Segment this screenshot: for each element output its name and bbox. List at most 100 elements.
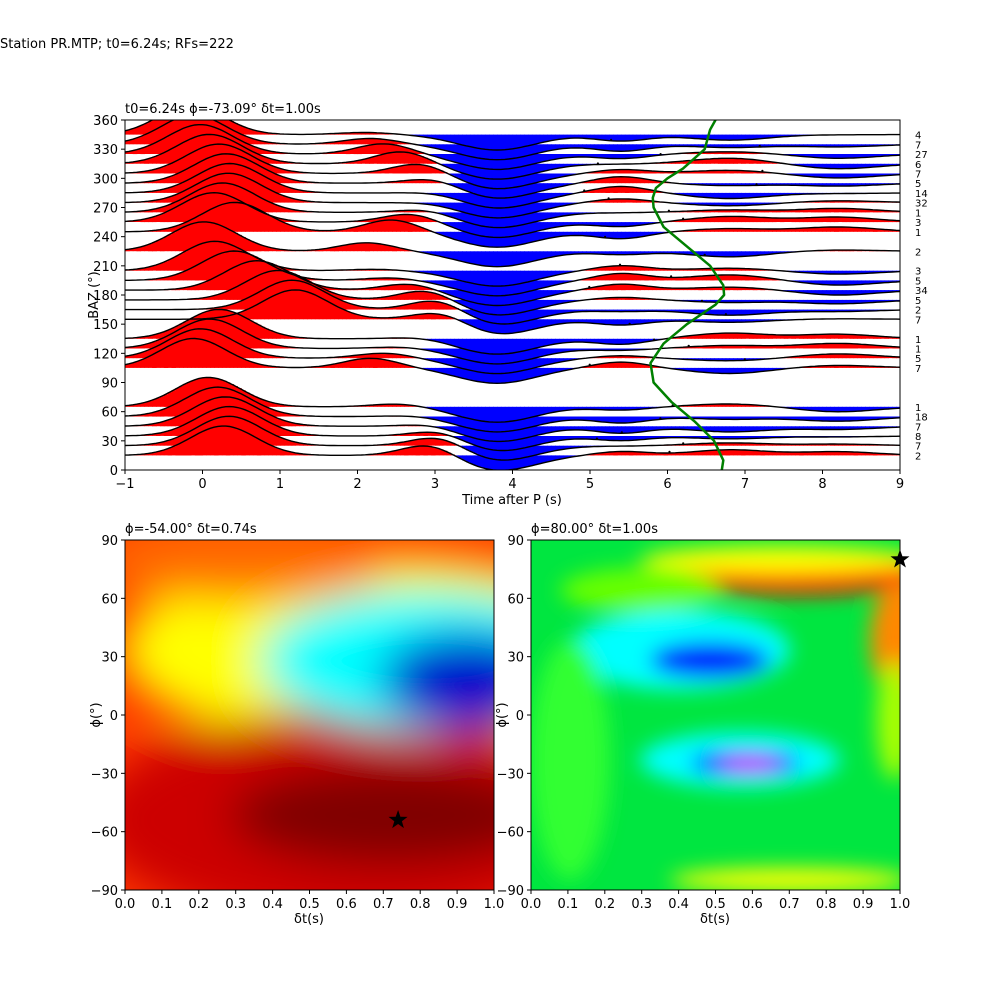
trace-fill (276, 205, 281, 213)
trace-fill (853, 270, 858, 274)
trace-fill (741, 299, 746, 303)
trace-fill (194, 427, 200, 446)
trace-fill (857, 201, 862, 203)
trace-fill (516, 280, 521, 294)
trace-fill (679, 336, 684, 339)
trace-fill (733, 268, 738, 271)
trace-fill (249, 240, 254, 252)
trace-fill (613, 251, 618, 255)
trace-fill (175, 206, 180, 223)
trace-fill (225, 315, 231, 320)
trace-fill (376, 358, 382, 368)
trace-fill (241, 390, 246, 407)
trace-fill (845, 163, 851, 169)
trace-fill (725, 183, 731, 186)
trace-fill (679, 192, 684, 195)
trace-fill (396, 166, 401, 174)
trace-fill (435, 270, 440, 276)
trace-fill (760, 192, 765, 197)
trace-fill (497, 416, 502, 432)
trace-fill (268, 171, 273, 184)
trace-fill (826, 365, 831, 368)
trace-fill (857, 183, 862, 186)
trace-fill (477, 455, 483, 467)
trace-fill (648, 267, 653, 271)
trace-fill (187, 179, 192, 193)
trace-fill (376, 317, 382, 320)
trace-fill (276, 193, 281, 203)
trace-fill (655, 436, 661, 439)
trace-fill (504, 280, 510, 296)
trace-fill (605, 297, 610, 300)
trace-fill (636, 451, 641, 456)
trace-fill (268, 432, 273, 446)
trace-fill (640, 251, 645, 255)
trace-fill (473, 348, 479, 362)
trace-fill (566, 231, 572, 236)
trace-fill (745, 345, 750, 349)
trace-fill (345, 228, 351, 232)
trace-fill (477, 192, 483, 206)
trace-fill (190, 436, 196, 456)
trace-fill (590, 416, 595, 421)
trace-fill (423, 291, 428, 300)
trace-fill (822, 354, 827, 359)
trace-fill (729, 367, 734, 374)
trace-fill (644, 338, 649, 342)
trace-fill (613, 176, 618, 184)
trace-fill (295, 415, 300, 417)
trace-fill (520, 406, 525, 420)
trace-fill (632, 338, 638, 344)
trace-fill (605, 187, 610, 193)
trace-fill (737, 228, 742, 232)
trace-fill (578, 436, 583, 439)
trace-fill (721, 228, 727, 232)
trace-fill (396, 214, 401, 223)
trace-fill (450, 192, 455, 199)
trace-fill (795, 192, 800, 195)
trace-fill (714, 436, 719, 439)
trace-fill (562, 367, 568, 371)
trace-fill (555, 251, 560, 257)
trace-fill (869, 416, 874, 420)
trace-fill (710, 287, 715, 291)
trace-fill (175, 145, 180, 164)
trace-fill (706, 275, 711, 281)
trace-fill (423, 367, 428, 370)
trace-fill (159, 179, 165, 184)
trace-fill (427, 301, 432, 310)
trace-fill (334, 306, 339, 320)
trace-fill (423, 179, 428, 184)
trace-fill (714, 183, 719, 186)
trace-fill (632, 222, 638, 226)
trace-fill (702, 251, 707, 256)
trace-fill (745, 443, 750, 446)
trace-fill (198, 378, 204, 407)
trace-fill (826, 154, 831, 159)
trace-fill (171, 257, 176, 271)
trace-fill (535, 319, 541, 329)
trace-fill (562, 154, 568, 158)
trace-fill (531, 338, 537, 349)
trace-fill (582, 338, 587, 343)
trace-fill (388, 144, 393, 154)
trace-fill (438, 314, 444, 320)
trace-fill (555, 348, 560, 354)
trace-fill (849, 354, 855, 359)
trace-fill (694, 210, 700, 213)
trace-fill (779, 251, 785, 254)
trace-fill (156, 155, 161, 164)
trace-fill (462, 163, 467, 174)
trace-fill (582, 436, 587, 439)
trace-fill (799, 270, 804, 273)
trace-fill (752, 269, 758, 271)
trace-fill (694, 319, 700, 322)
trace-fill (652, 171, 657, 174)
trace-fill (876, 345, 882, 349)
trace-fill (752, 436, 758, 439)
trace-fill (380, 217, 386, 223)
trace-fill (163, 331, 169, 339)
trace-fill (384, 296, 390, 300)
trace-fill (853, 406, 858, 412)
trace-fill (617, 362, 622, 368)
